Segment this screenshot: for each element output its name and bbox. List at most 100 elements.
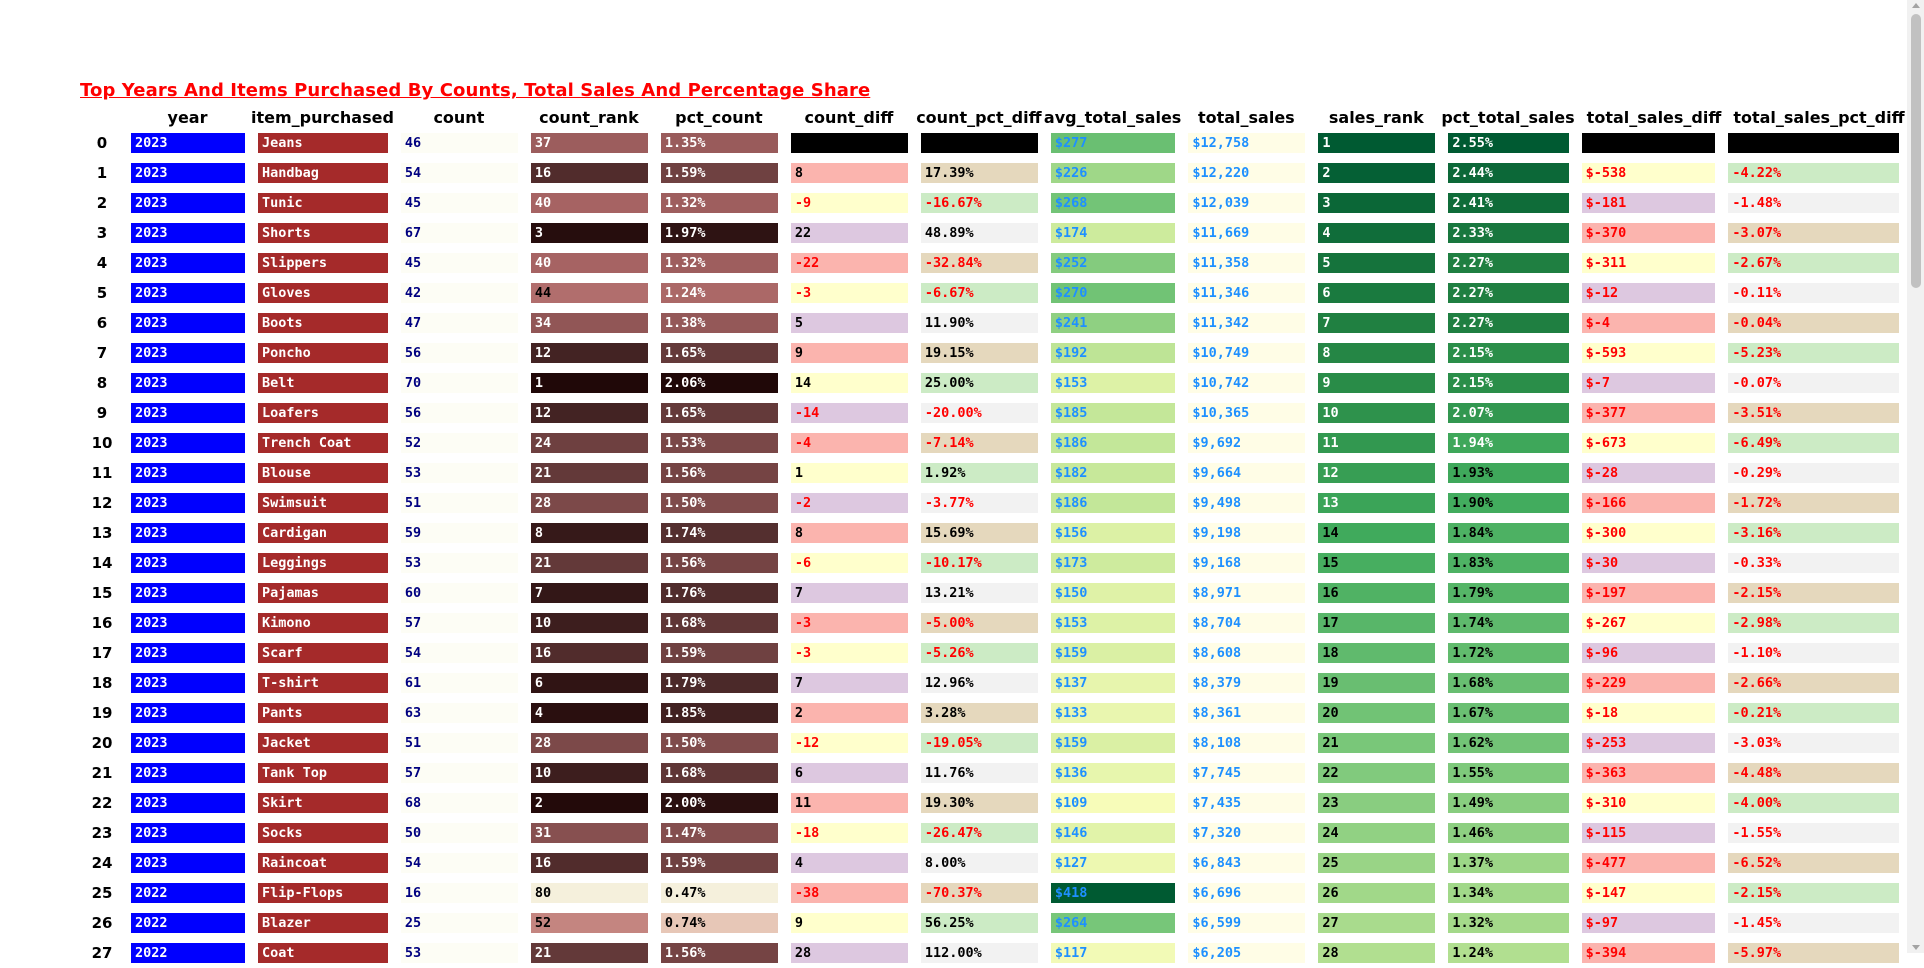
cell-value: $-28 — [1581, 463, 1716, 483]
cell-value: -5.97% — [1728, 943, 1899, 963]
cell-value: 28 — [1318, 943, 1436, 963]
cell-value: 1.46% — [1448, 823, 1569, 843]
table-row: 12 2023 Swimsuit 51 28 1.50% -2 -3.77% $186 $9,49… — [80, 488, 1905, 518]
cell-value: -3.07% — [1728, 223, 1899, 243]
cell-value: 1.55% — [1448, 763, 1569, 783]
cell-value: Socks — [258, 823, 388, 843]
cell-sales-rank: 3 — [1311, 188, 1441, 218]
cell-value: 2.33% — [1448, 223, 1569, 243]
cell-year: 2023 — [124, 158, 251, 188]
cell-value: 8 — [790, 523, 908, 543]
cell-value: 2023 — [131, 583, 245, 603]
cell-avg-total-sales: $186 — [1044, 488, 1181, 518]
cell-value: 19 — [1318, 673, 1436, 693]
cell-year: 2023 — [124, 728, 251, 758]
cell-avg-total-sales: $226 — [1044, 158, 1181, 188]
cell-avg-total-sales: $156 — [1044, 518, 1181, 548]
cell-sales-rank: 1 — [1311, 128, 1441, 158]
cell-value: -1.55% — [1728, 823, 1899, 843]
cell-value: 51 — [400, 493, 518, 513]
cell-value: 14 — [1318, 523, 1436, 543]
cell-year: 2023 — [124, 278, 251, 308]
cell-value: 80 — [530, 883, 648, 903]
cell-value: Leggings — [258, 553, 388, 573]
cell-value: $192 — [1050, 343, 1176, 363]
cell-item-purchased: Leggings — [251, 548, 394, 578]
cell-total-sales-diff: $-7 — [1575, 368, 1722, 398]
cell-value: 68 — [400, 793, 518, 813]
cell-count-diff: 1 — [784, 458, 914, 488]
cell-value: 2023 — [131, 283, 245, 303]
cell-value: -3.16% — [1728, 523, 1899, 543]
cell-count: 59 — [394, 518, 524, 548]
cell-total-sales-diff: $-4 — [1575, 308, 1722, 338]
cell-value: 2 — [1318, 163, 1436, 183]
vertical-scrollbar[interactable] — [1907, 0, 1924, 953]
cell-pct-total-sales: 2.41% — [1441, 188, 1574, 218]
table-row: 20 2023 Jacket 51 28 1.50% -12 -19.05% $159 $8,10… — [80, 728, 1905, 758]
cell-value: 47 — [400, 313, 518, 333]
cell-sales-rank: 14 — [1311, 518, 1441, 548]
cell-value: 1 — [1318, 133, 1436, 153]
cell-value: 40 — [530, 193, 648, 213]
cell-sales-rank: 8 — [1311, 338, 1441, 368]
cell-count-rank: 6 — [524, 668, 654, 698]
cell-value: 1.50% — [660, 733, 778, 753]
cell-value: 4 — [790, 853, 908, 873]
scroll-up-arrow-icon[interactable] — [1912, 3, 1920, 8]
cell-value: 11 — [1318, 433, 1436, 453]
cell-value: $241 — [1050, 313, 1176, 333]
cell-value: Tunic — [258, 193, 388, 213]
cell-count-pct-diff: -5.26% — [914, 638, 1044, 668]
cell-value: $-267 — [1581, 613, 1716, 633]
cell-count: 61 — [394, 668, 524, 698]
cell-value: 1 — [530, 373, 648, 393]
cell-total-sales: $9,692 — [1181, 428, 1311, 458]
table-row: 18 2023 T-shirt 61 6 1.79% 7 12.96% $137 $8,379 19… — [80, 668, 1905, 698]
cell-year: 2023 — [124, 308, 251, 338]
cell-total-sales-pct-diff: -0.04% — [1721, 308, 1904, 338]
cell-avg-total-sales: $173 — [1044, 548, 1181, 578]
cell-value: $8,971 — [1188, 583, 1306, 603]
cell-value: -9 — [790, 193, 908, 213]
cell-count-diff: 6 — [784, 758, 914, 788]
cell-total-sales-pct-diff: -1.55% — [1721, 818, 1904, 848]
cell-value: 1.49% — [1448, 793, 1569, 813]
cell-value: 56.25% — [920, 913, 1038, 933]
cell-value: 1.59% — [660, 163, 778, 183]
cell-pct-count: 1.68% — [654, 758, 784, 788]
cell-count-pct-diff: -32.84% — [914, 248, 1044, 278]
cell-value: -26.47% — [920, 823, 1038, 843]
cell-item-purchased: T-shirt — [251, 668, 394, 698]
cell-sales-rank: 12 — [1311, 458, 1441, 488]
cell-count-pct-diff: 11.90% — [914, 308, 1044, 338]
scroll-down-arrow-icon[interactable] — [1912, 945, 1920, 950]
cell-total-sales-pct-diff: -0.21% — [1721, 698, 1904, 728]
cell-value: -3.51% — [1728, 403, 1899, 423]
cell-avg-total-sales: $268 — [1044, 188, 1181, 218]
cell-total-sales: $6,599 — [1181, 908, 1311, 938]
cell-value: $10,365 — [1188, 403, 1306, 423]
cell-total-sales-diff: $-28 — [1575, 458, 1722, 488]
cell-avg-total-sales: $252 — [1044, 248, 1181, 278]
cell-count-pct-diff: -5.00% — [914, 608, 1044, 638]
cell-value: 1.24% — [660, 283, 778, 303]
cell-value: Coat — [258, 943, 388, 963]
cell-value: $6,599 — [1188, 913, 1306, 933]
cell-value: 1.37% — [1448, 853, 1569, 873]
cell-value: 1.56% — [660, 943, 778, 963]
cell-value: 1.79% — [1448, 583, 1569, 603]
column-header-avg-total-sales: avg_total_sales — [1043, 107, 1182, 127]
cell-value — [790, 133, 908, 153]
cell-count-pct-diff: 48.89% — [914, 218, 1044, 248]
cell-item-purchased: Scarf — [251, 638, 394, 668]
cell-year: 2023 — [124, 398, 251, 428]
cell-count: 67 — [394, 218, 524, 248]
cell-total-sales: $9,198 — [1181, 518, 1311, 548]
cell-value: -0.11% — [1728, 283, 1899, 303]
table-row: 9 2023 Loafers 56 12 1.65% -14 -20.00% $185 $10,3… — [80, 398, 1905, 428]
cell-count-rank: 3 — [524, 218, 654, 248]
cell-count-pct-diff: 13.21% — [914, 578, 1044, 608]
scrollbar-thumb[interactable] — [1911, 14, 1921, 288]
cell-value: 34 — [530, 313, 648, 333]
